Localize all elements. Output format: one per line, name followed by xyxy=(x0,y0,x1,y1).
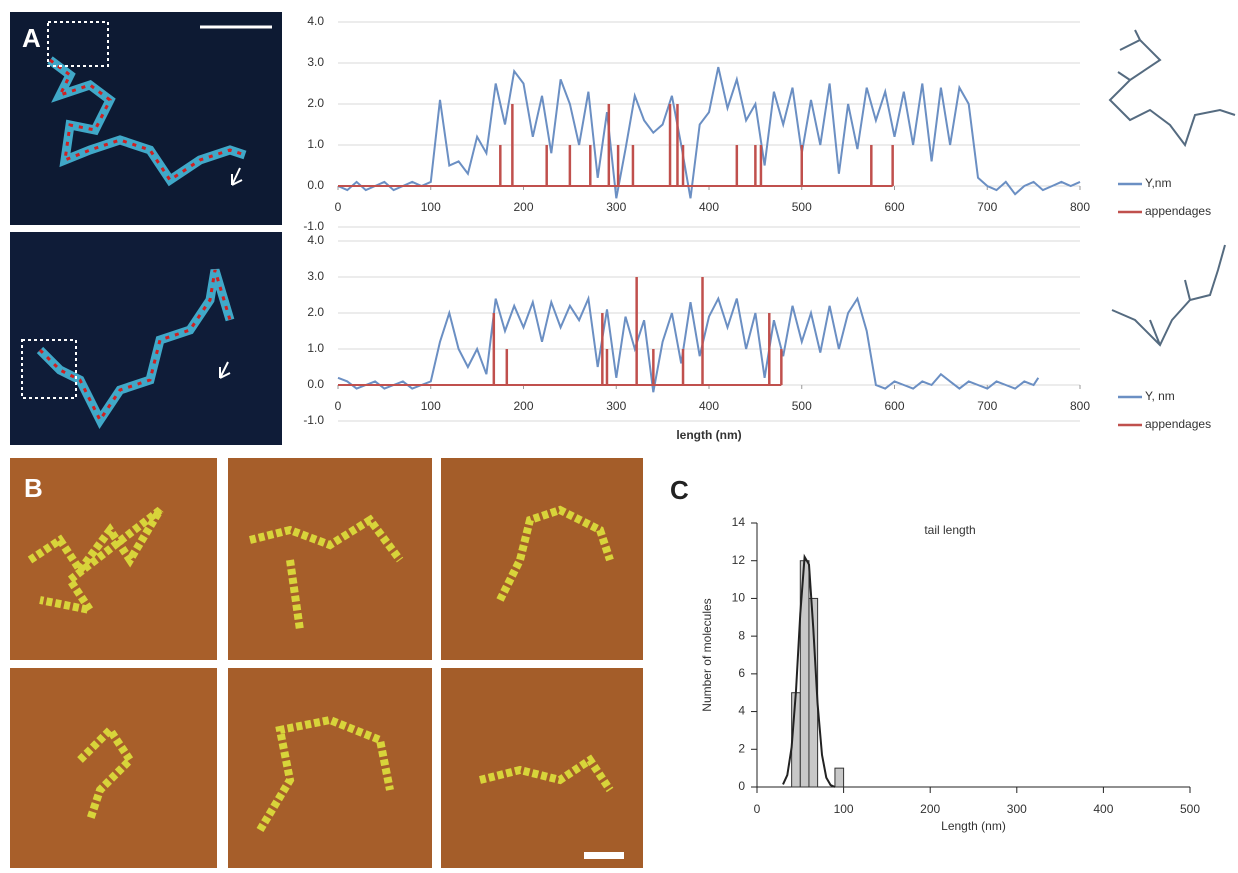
x-tick-label: 400 xyxy=(1093,802,1113,816)
afm-tile xyxy=(10,668,217,868)
legend-label: Y, nm xyxy=(1145,389,1175,403)
arrow xyxy=(219,361,231,379)
skeleton xyxy=(1111,244,1226,347)
x-tick-label: 200 xyxy=(513,200,533,214)
profile-line xyxy=(337,294,1040,393)
y-tick-label: 0 xyxy=(738,779,745,793)
y-tick-label: 2.0 xyxy=(307,96,324,110)
x-tick-label: 800 xyxy=(1070,399,1090,413)
y-tick-label: 4.0 xyxy=(307,233,324,247)
afm-tile xyxy=(228,458,432,660)
x-tick-label: 400 xyxy=(699,399,719,413)
inset-box xyxy=(21,339,77,399)
y-tick-label: 14 xyxy=(732,515,746,529)
arrow xyxy=(231,167,243,186)
y-tick-label: 0.0 xyxy=(307,178,324,192)
y-tick-label: 1.0 xyxy=(307,341,324,355)
molecule xyxy=(256,715,394,833)
x-tick-label: 200 xyxy=(513,399,533,413)
y-tick-label: 3.0 xyxy=(307,269,324,283)
y-tick-label: 12 xyxy=(732,553,746,567)
y-tick-label: -1.0 xyxy=(303,413,324,427)
y-axis-label: Number of molecules xyxy=(700,598,714,711)
x-axis-label: Length (nm) xyxy=(941,819,1006,833)
afm-image xyxy=(10,232,282,445)
x-tick-label: 300 xyxy=(1007,802,1027,816)
x-tick-label: 700 xyxy=(977,200,997,214)
y-tick-label: 4 xyxy=(738,704,745,718)
bar xyxy=(834,767,845,788)
x-tick-label: 0 xyxy=(335,200,342,214)
y-tick-label: 2 xyxy=(738,741,745,755)
x-tick-label: 500 xyxy=(1180,802,1200,816)
fit-curve xyxy=(782,553,836,788)
x-tick-label: 0 xyxy=(335,399,342,413)
x-tick-label: 200 xyxy=(920,802,940,816)
x-tick-label: 100 xyxy=(421,200,441,214)
x-tick-label: 100 xyxy=(421,399,441,413)
x-axis-label: length (nm) xyxy=(676,428,741,442)
legend-label: appendages xyxy=(1145,204,1211,218)
y-tick-label: 1.0 xyxy=(307,137,324,151)
x-tick-label: 500 xyxy=(792,200,812,214)
y-tick-label: 2.0 xyxy=(307,305,324,319)
molecule xyxy=(27,506,164,616)
panel-label: A xyxy=(22,23,41,53)
inset-box xyxy=(47,21,109,67)
x-tick-label: 700 xyxy=(977,399,997,413)
afm-image xyxy=(10,12,282,225)
molecule xyxy=(249,514,404,631)
y-tick-label: 8 xyxy=(738,628,745,642)
x-tick-label: 300 xyxy=(606,200,626,214)
y-tick-label: 10 xyxy=(732,591,746,605)
legend-label: appendages xyxy=(1145,417,1211,431)
profile-line xyxy=(337,66,1081,199)
y-tick-label: 0.0 xyxy=(307,377,324,391)
x-tick-label: 600 xyxy=(884,399,904,413)
molecule xyxy=(47,56,247,187)
molecule-core xyxy=(38,269,232,423)
x-tick-label: 800 xyxy=(1070,200,1090,214)
x-tick-label: 0 xyxy=(754,802,761,816)
x-tick-label: 600 xyxy=(884,200,904,214)
x-tick-label: 500 xyxy=(792,399,812,413)
y-tick-label: 4.0 xyxy=(307,14,324,28)
y-tick-label: 6 xyxy=(738,666,745,680)
molecule xyxy=(496,505,614,602)
afm-tile xyxy=(441,668,643,868)
x-tick-label: 400 xyxy=(699,200,719,214)
afm-tile xyxy=(10,458,217,660)
molecule xyxy=(77,723,136,822)
scale-bar xyxy=(584,852,624,859)
panel-label: C xyxy=(670,475,689,505)
legend-label: Y,nm xyxy=(1145,176,1171,190)
x-tick-label: 300 xyxy=(606,399,626,413)
afm-tiles xyxy=(10,458,643,868)
x-tick-label: 100 xyxy=(834,802,854,816)
skeleton xyxy=(1108,29,1236,148)
molecule xyxy=(479,754,614,793)
panel-label: B xyxy=(24,473,43,503)
y-tick-label: 3.0 xyxy=(307,55,324,69)
chart-title: tail length xyxy=(924,523,975,537)
afm-tile xyxy=(228,668,432,868)
y-tick-label: -1.0 xyxy=(303,219,324,233)
